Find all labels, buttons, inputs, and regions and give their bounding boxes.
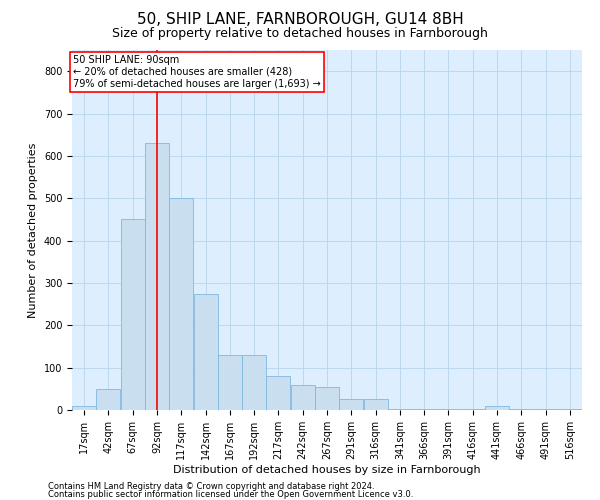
Bar (315, 386, 339, 410)
Text: Size of property relative to detached houses in Farnborough: Size of property relative to detached ho… (112, 28, 488, 40)
Bar (436, 408, 460, 410)
Bar (388, 408, 412, 410)
Bar (558, 408, 582, 410)
Bar (364, 400, 388, 410)
Text: 50 SHIP LANE: 90sqm
← 20% of detached houses are smaller (428)
79% of semi-detac: 50 SHIP LANE: 90sqm ← 20% of detached ho… (73, 56, 321, 88)
Bar (412, 408, 436, 410)
Bar (242, 355, 266, 410)
Bar (509, 408, 533, 410)
Bar (194, 294, 218, 410)
Bar (266, 376, 290, 410)
Bar (97, 389, 121, 410)
Text: Contains HM Land Registry data © Crown copyright and database right 2024.: Contains HM Land Registry data © Crown c… (48, 482, 374, 491)
Text: Contains public sector information licensed under the Open Government Licence v3: Contains public sector information licen… (48, 490, 413, 499)
Bar (485, 406, 509, 410)
Bar (72, 406, 96, 410)
Bar (461, 408, 485, 410)
Bar (169, 198, 193, 410)
X-axis label: Distribution of detached houses by size in Farnborough: Distribution of detached houses by size … (173, 464, 481, 474)
Bar (291, 384, 315, 410)
Y-axis label: Number of detached properties: Number of detached properties (28, 142, 38, 318)
Bar (145, 143, 169, 410)
Bar (533, 408, 557, 410)
Text: 50, SHIP LANE, FARNBOROUGH, GU14 8BH: 50, SHIP LANE, FARNBOROUGH, GU14 8BH (137, 12, 463, 28)
Bar (339, 400, 363, 410)
Bar (121, 220, 145, 410)
Bar (218, 355, 242, 410)
